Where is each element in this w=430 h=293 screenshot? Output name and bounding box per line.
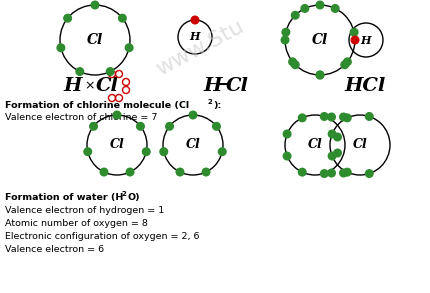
Circle shape [283,152,291,160]
Circle shape [106,68,114,75]
Text: Cl: Cl [312,33,328,47]
Circle shape [283,130,291,138]
Circle shape [57,44,64,52]
Circle shape [332,5,339,12]
Text: Formation of chlorine molecule (Cl: Formation of chlorine molecule (Cl [5,101,189,110]
Circle shape [366,113,373,120]
Text: 2: 2 [122,191,127,197]
Circle shape [366,170,373,177]
Text: −: − [216,76,232,94]
Circle shape [91,1,99,9]
Circle shape [320,113,328,120]
Text: Cl: Cl [353,139,367,151]
Circle shape [76,68,83,75]
Circle shape [289,58,296,66]
Text: 2: 2 [207,99,212,105]
Text: ×: × [85,79,95,93]
Circle shape [316,71,324,79]
Circle shape [202,168,210,176]
Circle shape [329,130,336,138]
Circle shape [334,133,341,141]
Circle shape [160,148,168,156]
Circle shape [320,170,328,177]
Circle shape [298,168,306,176]
Text: Atomic number of oxygen = 8: Atomic number of oxygen = 8 [5,219,148,228]
Circle shape [316,71,324,79]
Text: Electronic configuration of oxygen = 2, 6: Electronic configuration of oxygen = 2, … [5,232,200,241]
Text: Valence electron = 6: Valence electron = 6 [5,245,104,254]
Text: Formation of water (H: Formation of water (H [5,193,123,202]
Text: ):: ): [213,101,221,110]
Text: Cl: Cl [95,77,118,95]
Text: Cl: Cl [307,139,322,151]
Circle shape [351,36,359,44]
Text: Cl: Cl [226,77,249,95]
Circle shape [350,28,358,36]
Text: Cl: Cl [186,139,200,151]
Circle shape [344,168,351,176]
Circle shape [316,1,324,9]
Circle shape [282,28,290,36]
Circle shape [142,148,150,156]
Text: Cl: Cl [110,139,124,151]
Circle shape [213,122,220,130]
Text: www.Stu: www.Stu [153,16,247,79]
Text: Valence electron of hydrogen = 1: Valence electron of hydrogen = 1 [5,206,164,215]
Text: H: H [190,32,200,42]
Circle shape [292,61,299,69]
Circle shape [292,11,299,19]
Text: H: H [64,77,82,95]
Circle shape [84,148,92,156]
Circle shape [64,14,71,22]
Circle shape [176,168,184,176]
Circle shape [90,122,97,130]
Circle shape [113,111,121,119]
Circle shape [344,114,351,122]
Circle shape [281,36,289,44]
Circle shape [329,152,336,160]
Circle shape [341,61,349,69]
Circle shape [328,169,335,177]
Circle shape [166,122,173,130]
Circle shape [189,111,197,119]
Circle shape [301,5,309,12]
Circle shape [328,113,335,121]
Text: HCl: HCl [344,77,386,95]
Circle shape [137,122,144,130]
Circle shape [340,113,347,121]
Text: Valence electron of chlorine = 7: Valence electron of chlorine = 7 [5,113,157,122]
Circle shape [218,148,226,156]
Circle shape [334,149,341,157]
Circle shape [191,16,199,24]
Circle shape [340,169,347,177]
Text: H: H [361,35,371,45]
Text: H: H [204,77,222,95]
Text: Cl: Cl [87,33,103,47]
Circle shape [119,14,126,22]
Circle shape [344,58,351,66]
Circle shape [100,168,108,176]
Circle shape [298,114,306,122]
Text: O): O) [128,193,141,202]
Circle shape [125,44,133,52]
Circle shape [126,168,134,176]
